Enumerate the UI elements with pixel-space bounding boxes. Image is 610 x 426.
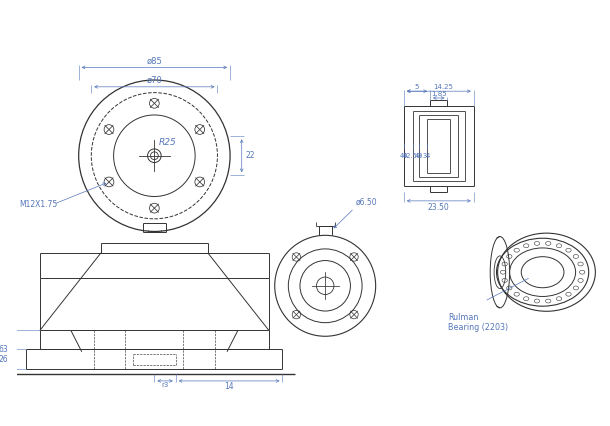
Text: ø70: ø70 bbox=[146, 76, 162, 85]
Text: Rulman
Bearing (2203): Rulman Bearing (2203) bbox=[448, 313, 509, 332]
Text: 42.50: 42.50 bbox=[403, 153, 422, 159]
Text: 26: 26 bbox=[0, 354, 8, 363]
Text: ø6.50: ø6.50 bbox=[356, 198, 378, 207]
Text: R25: R25 bbox=[158, 138, 176, 147]
Text: 23.50: 23.50 bbox=[428, 203, 450, 212]
Text: 40: 40 bbox=[415, 153, 423, 159]
Text: ø85: ø85 bbox=[146, 57, 162, 66]
Text: 49: 49 bbox=[400, 153, 408, 159]
Text: 63: 63 bbox=[0, 345, 8, 354]
Text: r3: r3 bbox=[162, 382, 169, 388]
Text: 14.25: 14.25 bbox=[434, 84, 454, 90]
Text: 34: 34 bbox=[423, 153, 431, 159]
Text: 14: 14 bbox=[224, 382, 234, 391]
Text: 22: 22 bbox=[246, 151, 255, 160]
Text: 5: 5 bbox=[415, 84, 419, 90]
Text: M12X1.75: M12X1.75 bbox=[20, 200, 58, 209]
Text: 1.85: 1.85 bbox=[431, 91, 447, 97]
